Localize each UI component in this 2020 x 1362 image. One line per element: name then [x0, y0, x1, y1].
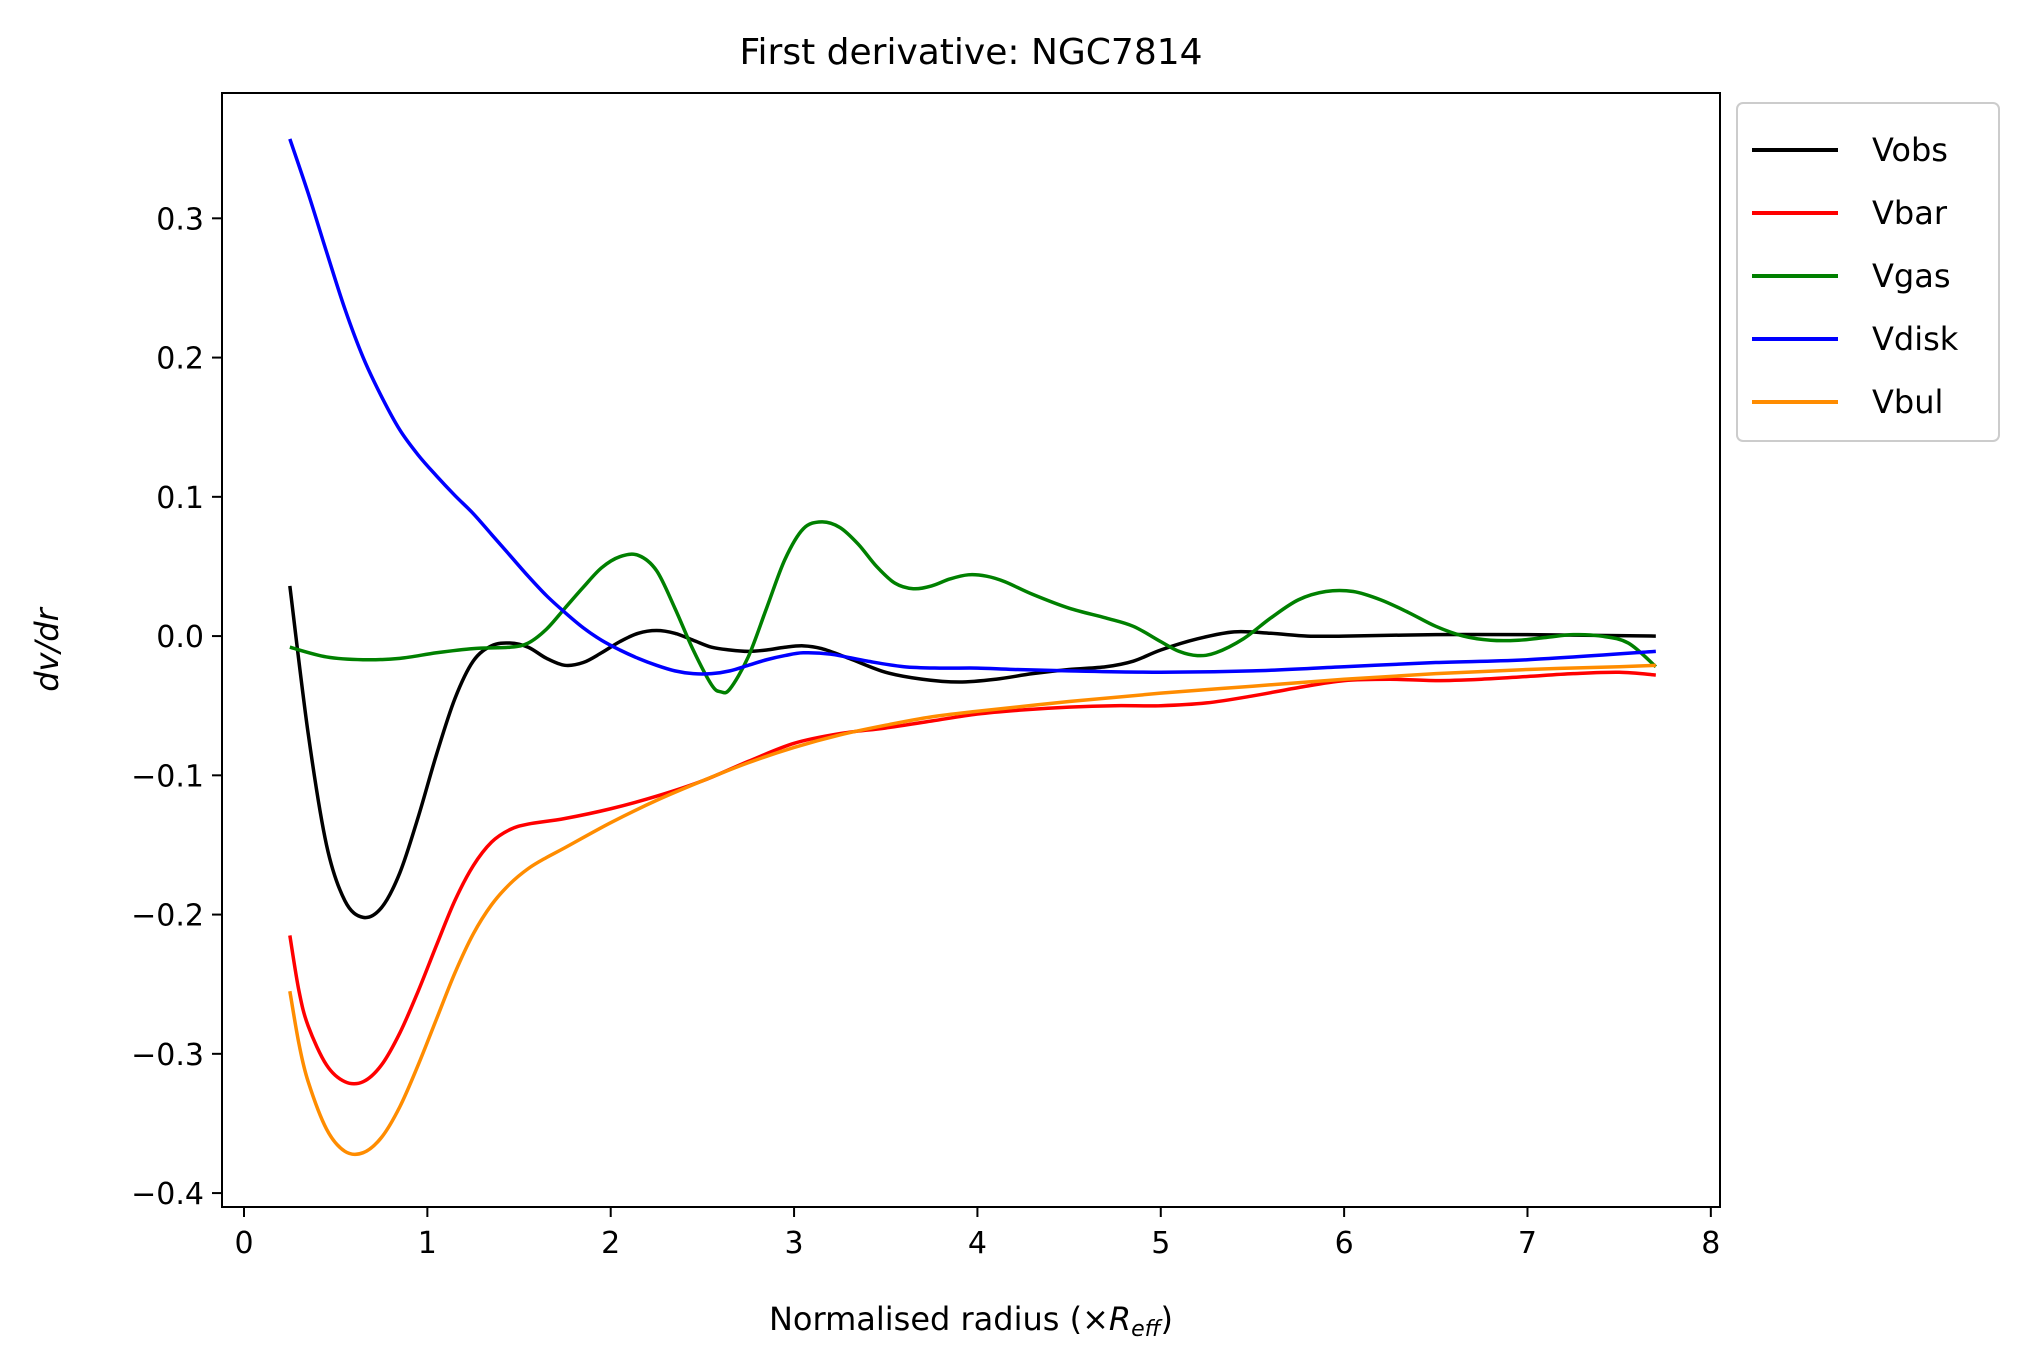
x-axis-label-symbol: R: [1109, 1300, 1131, 1338]
x-axis: 0 1 2 3 4 5 6 7 8: [234, 1207, 1720, 1261]
series-line-vbul: [288, 663, 1656, 1157]
legend-label-vdisk: Vdisk: [1872, 320, 1959, 358]
x-tick-label: 4: [968, 1226, 987, 1261]
x-axis-label-suffix: ): [1161, 1300, 1173, 1338]
y-tick-label: −0.2: [131, 899, 204, 934]
y-axis: −0.4 −0.3 −0.2 −0.1 0.0 0.1 0.2 0.3: [131, 202, 222, 1212]
legend: Vobs Vbar Vgas Vdisk Vbul: [1736, 102, 2000, 442]
x-tick-label: 2: [601, 1226, 620, 1261]
x-axis-label: Normalised radius (×Reff): [769, 1300, 1173, 1342]
series-line-vobs: [288, 585, 1656, 920]
x-tick-label: 3: [785, 1226, 804, 1261]
legend-label-vgas: Vgas: [1872, 257, 1950, 295]
y-tick-label: −0.4: [131, 1177, 204, 1212]
y-tick-label: 0.3: [156, 202, 204, 237]
x-tick-label: 8: [1701, 1226, 1720, 1261]
legend-entries: Vobs Vbar Vgas Vdisk Vbul: [1752, 131, 1959, 421]
legend-label-vobs: Vobs: [1872, 131, 1948, 169]
y-axis-label: dv/dr: [28, 606, 66, 691]
series-layer: [288, 138, 1657, 1157]
legend-label-vbar: Vbar: [1872, 194, 1948, 232]
y-tick-label: −0.1: [131, 759, 204, 794]
y-tick-label: 0.0: [156, 620, 204, 655]
y-tick-label: −0.3: [131, 1038, 204, 1073]
x-axis-label-subscript: eff: [1131, 1317, 1163, 1342]
series-line-vgas: [289, 520, 1657, 695]
y-tick-label: 0.1: [156, 481, 204, 516]
x-tick-label: 6: [1335, 1226, 1354, 1261]
x-tick-label: 7: [1518, 1226, 1537, 1261]
y-tick-label: 0.2: [156, 342, 204, 377]
legend-frame: [1736, 102, 2000, 442]
plot-frame: [221, 92, 1721, 1208]
plot-area: [221, 92, 1721, 1208]
x-tick-label: 0: [234, 1226, 253, 1261]
chart-title: First derivative: NGC7814: [739, 32, 1202, 73]
legend-label-vbul: Vbul: [1872, 383, 1943, 421]
x-axis-label-prefix: Normalised radius (×: [769, 1300, 1109, 1338]
x-tick-label: 5: [1151, 1226, 1170, 1261]
x-tick-label: 1: [418, 1226, 437, 1261]
series-line-vdisk: [288, 138, 1656, 676]
